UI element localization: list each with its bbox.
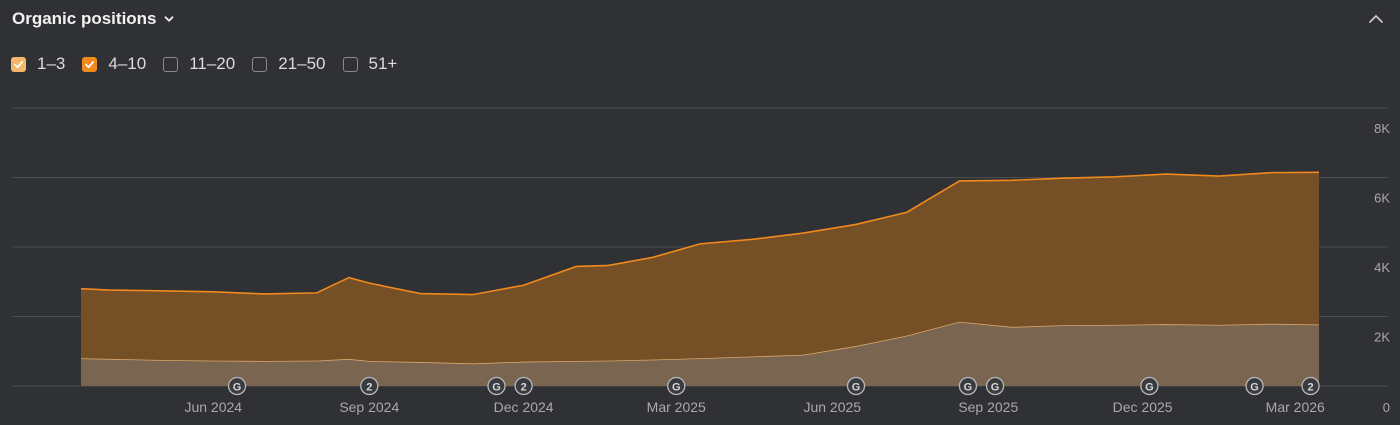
y-tick-label: 0 bbox=[1383, 400, 1390, 415]
event-marker-label: G bbox=[991, 382, 1000, 394]
checkbox-4-10[interactable] bbox=[82, 56, 98, 72]
x-tick-label: Jun 2025 bbox=[803, 399, 861, 415]
event-marker-label: G bbox=[233, 382, 242, 394]
filter-label: 11–20 bbox=[189, 54, 236, 73]
event-marker bbox=[667, 376, 686, 396]
filter-11-20[interactable]: 11–20 bbox=[163, 54, 235, 74]
x-tick-label: Sep 2024 bbox=[339, 399, 399, 415]
y-tick-label: 6K bbox=[1374, 191, 1390, 206]
event-marker bbox=[846, 376, 866, 396]
event-marker-label: 2 bbox=[521, 382, 527, 394]
event-marker-label: 2 bbox=[366, 382, 372, 394]
event-marker bbox=[958, 376, 978, 396]
x-tick-label: Jun 2024 bbox=[184, 399, 242, 415]
event-marker bbox=[1140, 376, 1159, 396]
position-filters: 1–3 4–10 11–20 21–50 51+ bbox=[11, 52, 414, 76]
event-marker-label: G bbox=[672, 382, 681, 394]
x-tick-label: Mar 2026 bbox=[1266, 399, 1325, 415]
organic-positions-chart: 8K 6K 4K 2K 0 Jun 2024 Sep 2024 Dec 2024 Mar 202… bbox=[12, 107, 1390, 415]
event-marker bbox=[1245, 376, 1264, 396]
checkbox-21-50[interactable] bbox=[252, 56, 268, 72]
collapse-chevron-up-icon[interactable] bbox=[1366, 9, 1386, 29]
event-marker-label: G bbox=[1250, 382, 1259, 394]
checkbox-51-plus[interactable] bbox=[342, 56, 358, 72]
filter-label: 1–3 bbox=[37, 54, 66, 73]
chevron-down-icon bbox=[164, 16, 173, 22]
event-marker bbox=[1301, 376, 1320, 396]
event-marker bbox=[514, 376, 533, 396]
filter-1-3[interactable]: 1–3 bbox=[11, 54, 65, 74]
check-icon bbox=[14, 60, 24, 68]
filter-label: 4–10 bbox=[108, 54, 147, 73]
series-area-1 bbox=[81, 172, 1319, 364]
event-marker-label: G bbox=[852, 382, 861, 394]
series-line-1 bbox=[80, 171, 1320, 296]
y-tick-label: 4K bbox=[1374, 260, 1390, 275]
filter-label: 21–50 bbox=[278, 54, 326, 73]
y-tick-label: 8K bbox=[1374, 121, 1390, 136]
x-tick-label: Mar 2025 bbox=[647, 399, 706, 415]
event-marker-label: G bbox=[492, 382, 501, 394]
filter-51-plus[interactable]: 51+ bbox=[342, 54, 398, 74]
series-area-0 bbox=[81, 321, 1319, 386]
event-marker bbox=[227, 376, 247, 396]
event-marker-label: 2 bbox=[1307, 382, 1313, 394]
x-tick-label: Dec 2025 bbox=[1113, 399, 1173, 415]
event-marker bbox=[360, 376, 379, 396]
filter-label: 51+ bbox=[368, 54, 398, 73]
event-marker bbox=[487, 376, 506, 396]
y-tick-label: 2K bbox=[1374, 330, 1390, 345]
checkbox-1-3[interactable] bbox=[11, 56, 26, 72]
filter-4-10[interactable]: 4–10 bbox=[82, 54, 146, 74]
x-tick-label: Dec 2024 bbox=[494, 399, 554, 415]
event-marker-label: G bbox=[1145, 382, 1154, 394]
event-marker-label: G bbox=[964, 382, 973, 394]
checkbox-11-20[interactable] bbox=[163, 56, 179, 72]
x-tick-label: Sep 2025 bbox=[958, 399, 1018, 415]
chart-title: Organic positions bbox=[12, 9, 157, 28]
chart-title-dropdown[interactable]: Organic positions bbox=[12, 7, 175, 31]
check-icon bbox=[85, 60, 95, 68]
filter-21-50[interactable]: 21–50 bbox=[252, 54, 326, 74]
event-marker bbox=[985, 376, 1005, 396]
